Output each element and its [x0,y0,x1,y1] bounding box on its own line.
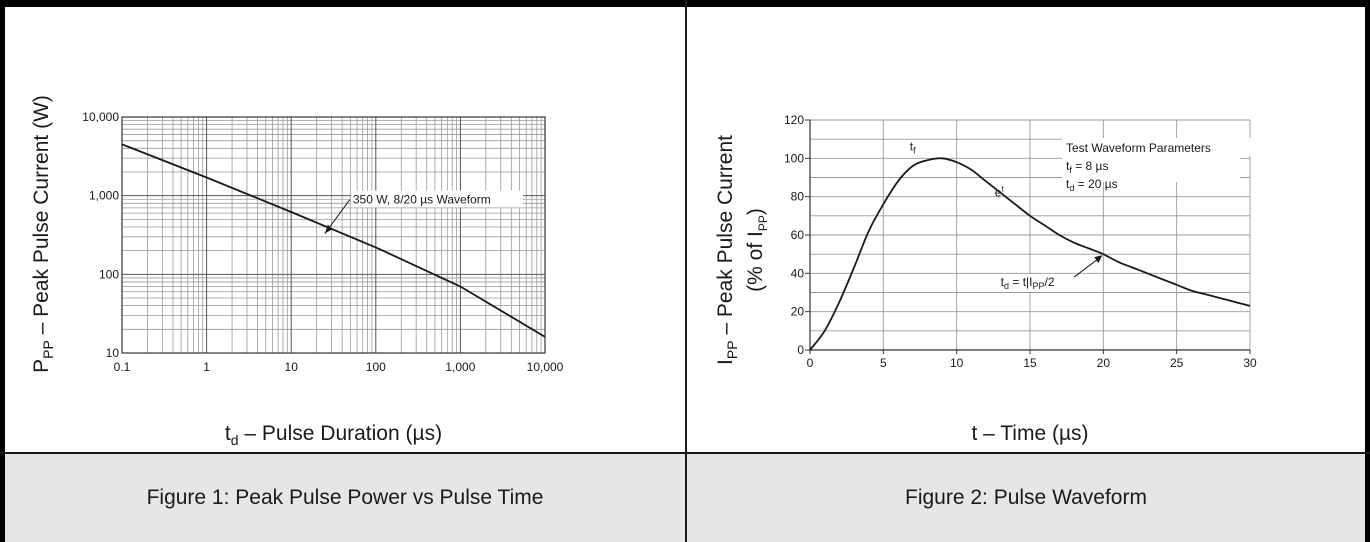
y-tick-label: 10,000 [82,110,119,124]
x-axis-label: td – Pulse Duration (µs) [225,422,442,448]
y-axis-label: PPP – Peak Pulse Current (W) [30,95,56,373]
figure2-caption: Figure 2: Pulse Waveform [905,486,1147,509]
figure1-caption: Figure 1: Peak Pulse Power vs Pulse Time [146,486,544,509]
x-tick-label: 0 [807,356,814,370]
caption-divider [0,452,1370,454]
y-tick-label: 100 [784,151,804,165]
x-axis-label: t – Time (µs) [971,422,1088,445]
legend-background [1062,156,1240,182]
rise-time-label: tf [910,140,916,156]
y-tick-label: 100 [99,267,119,281]
td-label-background [997,274,1068,292]
y-tick-label: 80 [791,190,805,204]
x-tick-label: 15 [1023,356,1037,370]
y-tick-label: 0 [797,343,804,357]
x-tick-label: 1,000 [445,360,475,374]
y-tick-label: 120 [784,113,804,127]
legend-title-background [1062,138,1252,156]
legend-entry: tf = 8 µs [1066,159,1108,175]
y-axis-label: IPP – Peak Pulse Current [714,135,740,365]
x-tick-label: 10,000 [527,360,564,374]
y-tick-label: 20 [791,305,805,319]
legend-entry: td = 20 µs [1066,177,1118,193]
x-tick-label: 25 [1170,356,1184,370]
series-line [121,143,546,338]
x-tick-label: 10 [285,360,299,374]
decay-time-label: td = t|IPP/2 [1001,275,1055,291]
y-axis-sublabel: (% of IPP) [744,208,770,292]
decay-label: et [995,185,1005,200]
annotation-background [350,190,523,208]
x-tick-label: 20 [1097,356,1111,370]
panel-divider [685,0,687,542]
x-tick-label: 100 [366,360,386,374]
x-tick-label: 1 [203,360,210,374]
x-tick-label: 5 [880,356,887,370]
x-tick-label: 0.1 [114,360,131,374]
x-tick-label: 30 [1243,356,1257,370]
td-arrowhead [1094,255,1103,264]
td-arrow-leader [1073,256,1101,278]
plot-frame [121,116,546,354]
annotation-arrowhead [324,224,332,234]
x-tick-label: 10 [950,356,964,370]
pulse-waveform-line [809,157,1251,351]
y-tick-label: 10 [106,346,120,360]
annotation-label: 350 W, 8/20 µs Waveform [353,193,491,207]
legend-title: Test Waveform Parameters [1066,141,1211,155]
y-tick-label: 1,000 [89,189,119,203]
y-tick-label: 60 [791,228,805,242]
y-tick-label: 40 [791,266,805,280]
